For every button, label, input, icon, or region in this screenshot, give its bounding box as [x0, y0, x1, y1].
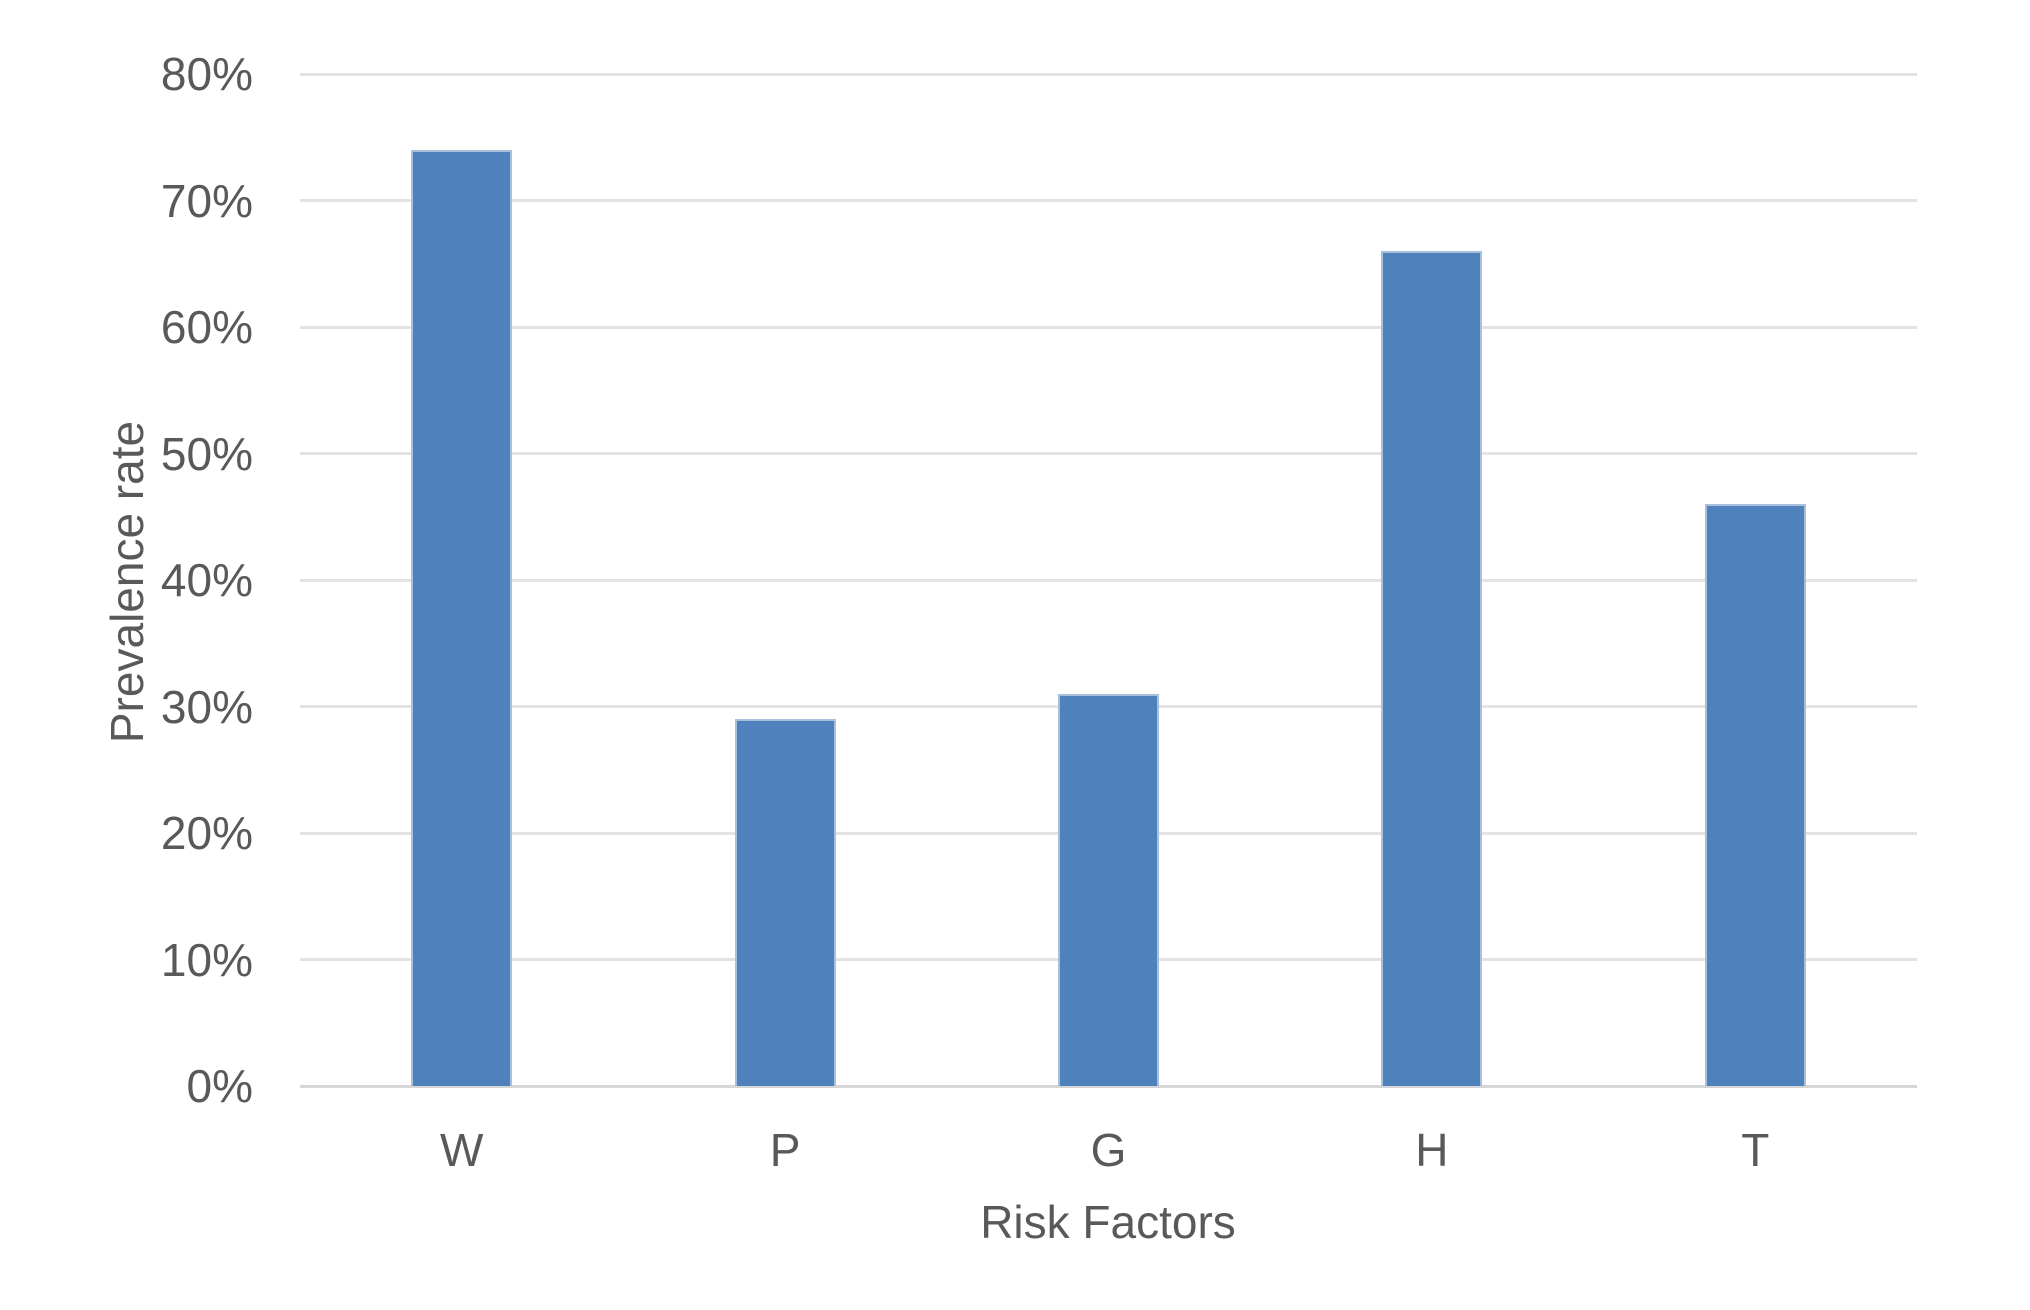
bar-T — [1704, 504, 1806, 1086]
x-tick-label: P — [769, 1124, 801, 1176]
y-tick-label: 20% — [160, 807, 253, 859]
bar-P — [734, 719, 836, 1086]
y-tick-label: 80% — [160, 48, 253, 100]
y-tick-label: 0% — [186, 1060, 253, 1112]
x-axis-title: Risk Factors — [980, 1196, 1236, 1248]
gridline — [300, 452, 1917, 455]
y-tick-label: 70% — [160, 174, 253, 227]
gridline — [300, 578, 1917, 582]
y-tick-label: 40% — [160, 554, 253, 606]
bar-W — [411, 149, 513, 1086]
gridline — [300, 325, 1917, 329]
y-tick-label: 60% — [160, 301, 253, 353]
bar-H — [1381, 251, 1483, 1086]
x-axis-line — [300, 1084, 1917, 1088]
bar-G — [1058, 693, 1159, 1086]
gridline — [300, 199, 1917, 202]
x-tick-label: W — [439, 1124, 484, 1176]
x-tick-label: H — [1415, 1124, 1449, 1176]
y-axis-tick-labels: 0% 10% 20% 30% 40% 50% 60% 70% 80% — [0, 48, 253, 1112]
x-tick-label: T — [1741, 1124, 1770, 1176]
y-tick-label: 10% — [160, 933, 253, 986]
x-tick-label: G — [1090, 1124, 1127, 1176]
gridline — [300, 72, 1917, 76]
y-tick-label: 30% — [160, 680, 253, 733]
y-tick-label: 50% — [160, 427, 253, 480]
plot-area — [300, 72, 1917, 1088]
